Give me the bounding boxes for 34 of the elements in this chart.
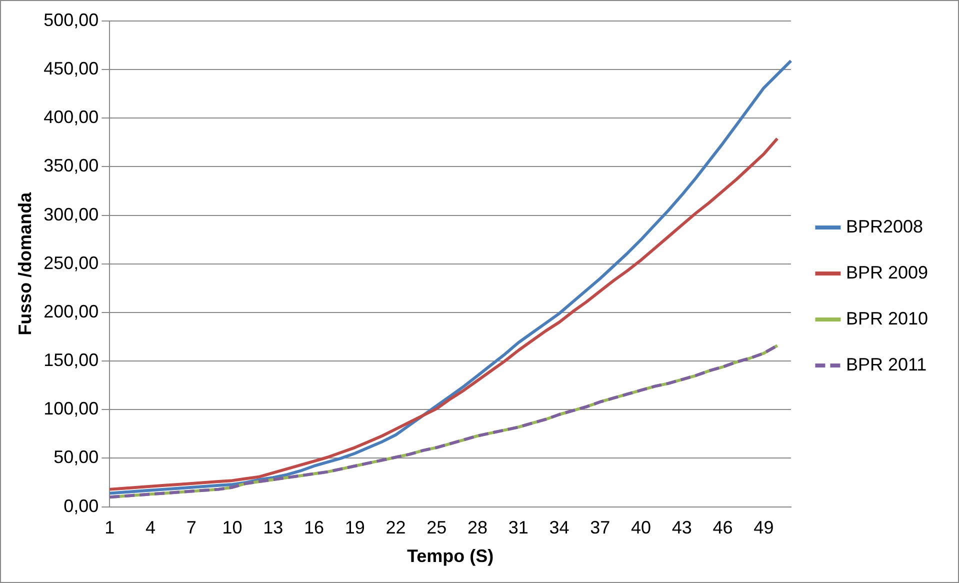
y-axis-title: Fusso /domanda <box>14 191 35 336</box>
x-tick-label: 28 <box>468 518 488 538</box>
y-tick-label: 50,00 <box>54 447 99 468</box>
x-tick-label: 10 <box>222 518 242 538</box>
y-tick-label: 500,00 <box>44 10 99 30</box>
x-tick-label: 46 <box>712 518 733 538</box>
y-tick-label: 0,00 <box>64 496 99 516</box>
x-tick-label: 34 <box>549 518 570 538</box>
y-tick-label: 450,00 <box>44 58 99 79</box>
x-tick-label: 1 <box>104 518 115 538</box>
x-tick-label: 13 <box>263 518 284 538</box>
x-tick-label: 22 <box>386 518 406 538</box>
x-axis-title: Tempo (S) <box>406 546 494 566</box>
legend-label: BPR2008 <box>846 216 924 236</box>
x-tick-label: 25 <box>426 518 447 538</box>
y-tick-label: 150,00 <box>44 350 99 370</box>
y-tick-label: 400,00 <box>44 107 99 128</box>
y-tick-label: 100,00 <box>44 398 99 419</box>
x-tick-label: 16 <box>304 518 324 538</box>
y-tick-label: 350,00 <box>44 156 99 176</box>
x-tick-label: 31 <box>508 518 528 538</box>
y-tick-label: 200,00 <box>44 301 99 322</box>
x-tick-label: 37 <box>590 518 610 538</box>
x-tick-label: 7 <box>186 518 196 538</box>
x-tick-label: 43 <box>672 518 692 538</box>
x-tick-label: 19 <box>344 518 365 538</box>
x-tick-label: 49 <box>754 518 774 538</box>
legend-label: BPR 2009 <box>846 262 928 282</box>
x-tick-label: 4 <box>146 518 156 538</box>
y-tick-label: 300,00 <box>44 204 99 224</box>
y-tick-label: 250,00 <box>44 252 99 273</box>
legend-label: BPR 2011 <box>846 354 927 374</box>
legend-label: BPR 2010 <box>846 308 928 328</box>
x-tick-label: 40 <box>631 518 652 538</box>
